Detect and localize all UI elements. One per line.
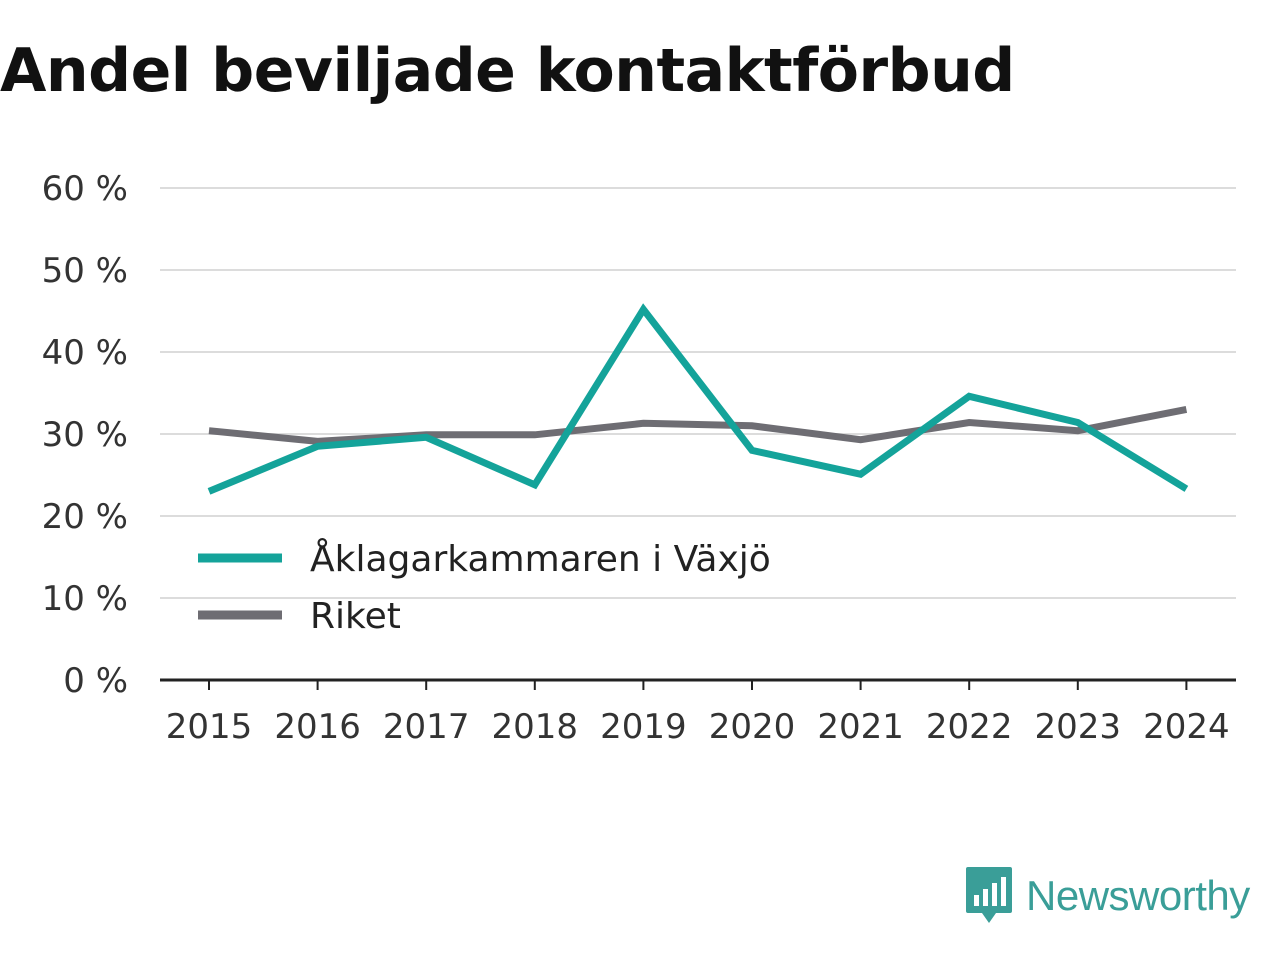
x-tick-label: 2015 <box>166 707 253 747</box>
brand-name: Newsworthy <box>1026 872 1250 919</box>
y-tick-label: 60 % <box>42 169 128 209</box>
x-tick-label: 2021 <box>817 707 904 747</box>
x-tick-label: 2022 <box>926 707 1013 747</box>
series-line <box>207 303 1189 495</box>
x-tick-label: 2024 <box>1143 707 1230 747</box>
chart-title: Andel beviljade kontaktförbud <box>0 36 1015 106</box>
x-tick-label: 2016 <box>274 707 361 747</box>
x-tick-label: 2020 <box>709 707 796 747</box>
y-tick-label: 50 % <box>42 251 128 291</box>
x-tick-label: 2023 <box>1035 707 1122 747</box>
y-tick-label: 0 % <box>63 661 128 701</box>
y-tick-label: 10 % <box>42 579 128 619</box>
x-tick-label: 2019 <box>600 707 687 747</box>
legend-label: Åklagarkammaren i Växjö <box>310 537 771 580</box>
newsworthy-logo: Newsworthy <box>964 864 1250 928</box>
y-tick-label: 40 % <box>42 333 128 373</box>
legend-background <box>184 527 781 597</box>
y-tick-label: 30 % <box>42 415 128 455</box>
x-tick-label: 2017 <box>383 707 470 747</box>
y-tick-label: 20 % <box>42 497 128 537</box>
bar-chart-speech-bubble-icon <box>966 867 1012 923</box>
x-tick-label: 2018 <box>492 707 579 747</box>
series-line <box>208 405 1188 445</box>
legend-label: Riket <box>310 596 401 637</box>
